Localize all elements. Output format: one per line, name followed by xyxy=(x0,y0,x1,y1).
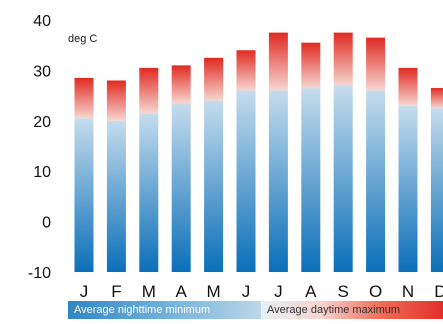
x-tick-label: O xyxy=(369,282,382,301)
x-tick-label: J xyxy=(274,282,283,301)
bar-daytime-maximum xyxy=(333,32,353,86)
bar-daytime-maximum xyxy=(430,88,443,109)
bar-nighttime-minimum xyxy=(106,120,126,272)
x-tick-label: A xyxy=(305,282,317,301)
bar-nighttime-minimum xyxy=(139,113,159,273)
x-tick-label: S xyxy=(338,282,349,301)
bars xyxy=(74,32,443,273)
legend-daytime-maximum: Average daytime maximum xyxy=(261,301,443,319)
bar-nighttime-minimum xyxy=(236,90,256,272)
bar-daytime-maximum xyxy=(74,77,94,119)
x-tick-label: J xyxy=(80,282,89,301)
bar-daytime-maximum xyxy=(366,37,386,91)
y-tick-label: 10 xyxy=(33,164,51,181)
bar-nighttime-minimum xyxy=(366,90,386,272)
bar-nighttime-minimum xyxy=(398,105,418,273)
unit-label: deg C xyxy=(68,33,97,45)
bar-daytime-maximum xyxy=(236,50,256,91)
x-tick-label: F xyxy=(111,282,121,301)
y-axis: 40 30 20 10 0 -10 xyxy=(28,13,51,282)
bar-nighttime-minimum xyxy=(430,108,443,272)
bar-nighttime-minimum xyxy=(171,103,191,272)
x-tick-label: M xyxy=(207,282,221,301)
x-tick-label: N xyxy=(402,282,414,301)
y-tick-label: 30 xyxy=(33,63,51,80)
x-tick-label: A xyxy=(176,282,188,301)
bar-nighttime-minimum xyxy=(268,90,288,272)
bar-daytime-maximum xyxy=(398,67,418,106)
bar-nighttime-minimum xyxy=(301,88,321,272)
x-tick-label: J xyxy=(242,282,251,301)
bar-daytime-maximum xyxy=(268,32,288,91)
bar-daytime-maximum xyxy=(204,57,224,101)
x-tick-label: M xyxy=(142,282,156,301)
legend: Average nighttime minimum Average daytim… xyxy=(68,301,443,319)
bar-daytime-maximum xyxy=(301,42,321,89)
bar-nighttime-minimum xyxy=(204,100,224,272)
legend-nighttime-minimum: Average nighttime minimum xyxy=(68,301,261,319)
y-tick-label: 20 xyxy=(33,114,51,131)
y-tick-label: 0 xyxy=(42,215,51,232)
bar-daytime-maximum xyxy=(106,80,126,121)
bar-nighttime-minimum xyxy=(333,85,353,273)
x-tick-label: D xyxy=(434,282,443,301)
bar-daytime-maximum xyxy=(139,67,159,114)
bar-nighttime-minimum xyxy=(74,118,94,272)
y-tick-label: 40 xyxy=(33,13,51,30)
bar-daytime-maximum xyxy=(171,65,191,104)
y-tick-label: -10 xyxy=(28,265,51,282)
